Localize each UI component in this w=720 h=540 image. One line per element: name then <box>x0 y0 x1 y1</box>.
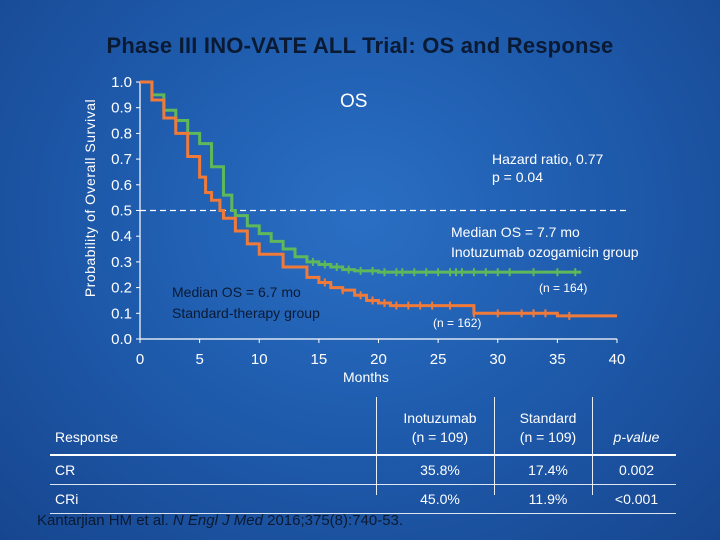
header-standard: Standard (n = 109) <box>499 395 597 455</box>
standard-series <box>140 80 617 320</box>
cell-standard: 17.4% <box>528 462 568 478</box>
median-std-line2: Standard-therapy group <box>172 305 320 321</box>
y-tick-label: 0.5 <box>111 203 132 220</box>
x-tick-label: 40 <box>609 351 626 368</box>
survival-curves <box>140 80 617 320</box>
cell-p-value: <0.001 <box>614 491 659 507</box>
x-axis-title: Months <box>343 369 389 385</box>
cell-p-value: 0.002 <box>618 462 655 478</box>
cell-inotuzumab: 35.8% <box>420 462 460 478</box>
hazard-ratio-text: Hazard ratio, 0.77 <box>492 151 604 167</box>
citation-authors: Kantarjian HM et al. <box>37 512 173 529</box>
header-ino-line2: (n = 109) <box>411 429 469 445</box>
x-tick-label: 35 <box>549 351 566 368</box>
header-inotuzumab: Inotuzumab (n = 109) <box>381 395 499 455</box>
y-tick-label: 0.3 <box>111 254 132 271</box>
standard-curve <box>140 80 617 318</box>
x-tick-label: 10 <box>251 351 268 368</box>
median-experimental-annotation: Median OS = 7.7 mo Inotuzumab ozogamicin… <box>451 222 639 262</box>
x-tick-label: 30 <box>489 351 506 368</box>
header-p-value: p-value <box>597 395 676 455</box>
chart-title-os: OS <box>340 91 368 112</box>
table-header-row: Response Inotuzumab (n = 109) Standard (… <box>50 395 676 455</box>
y-axis-title: Probability of Overall Survival <box>82 98 98 298</box>
table-column-divider <box>494 397 495 495</box>
y-tick-label: 0.2 <box>111 280 132 297</box>
y-tick-label: 0.4 <box>111 228 132 245</box>
citation-details: 2016;375(8):740-53. <box>262 512 404 529</box>
median-exp-line2: Inotuzumab ozogamicin group <box>451 244 639 260</box>
x-tick-label: 5 <box>195 351 203 368</box>
inotuzumab-series <box>140 80 582 277</box>
header-p-value-text: p-value <box>613 429 660 445</box>
y-tick-label: 0.0 <box>111 331 132 348</box>
table-column-divider <box>592 397 593 495</box>
table-row: CR 35.8% 17.4% 0.002 <box>50 455 676 485</box>
x-tick-label: 0 <box>136 351 144 368</box>
inotuzumab-curve <box>140 80 582 274</box>
header-std-line1: Standard <box>519 410 577 426</box>
median-standard-annotation: Median OS = 6.7 mo Standard-therapy grou… <box>172 282 320 324</box>
y-tick-label: 0.6 <box>111 177 132 194</box>
slide-title: Phase III INO-VATE ALL Trial: OS and Res… <box>106 33 614 58</box>
cell-standard: 11.9% <box>528 491 568 507</box>
x-tick-label: 15 <box>311 351 328 368</box>
cell-inotuzumab: 45.0% <box>420 491 460 507</box>
cell-response: CRi <box>55 491 79 507</box>
citation-journal: N Engl J Med <box>172 512 263 529</box>
cell-response: CR <box>55 462 76 478</box>
table-column-divider <box>376 397 377 495</box>
hazard-ratio-annotation: Hazard ratio, 0.77 p = 0.04 <box>492 150 603 186</box>
y-tick-label: 1.0 <box>111 74 132 91</box>
table-row: CRi 45.0% 11.9% <0.001 <box>50 485 676 514</box>
x-tick-label: 20 <box>370 351 387 368</box>
header-response: Response <box>55 429 119 445</box>
median-std-line1: Median OS = 6.7 mo <box>172 284 301 300</box>
n-standard-label: (n = 162) <box>433 316 482 330</box>
header-ino-line1: Inotuzumab <box>403 410 477 426</box>
median-exp-line1: Median OS = 7.7 mo <box>451 224 580 240</box>
response-table: Response Inotuzumab (n = 109) Standard (… <box>50 395 676 514</box>
axes: 0.0 0.1 0.2 0.3 0.4 0.5 0.6 0.7 0.8 0.9 1.0 0 5 10 15 2… <box>111 74 627 368</box>
y-tick-label: 0.9 <box>111 100 132 117</box>
y-tick-label: 0.8 <box>111 125 132 142</box>
header-std-line2: (n = 109) <box>519 429 577 445</box>
y-tick-label: 0.7 <box>111 151 132 168</box>
y-tick-label: 0.1 <box>111 305 132 322</box>
p-value-text: p = 0.04 <box>492 169 543 185</box>
citation: Kantarjian HM et al. N Engl J Med 2016;3… <box>37 512 403 529</box>
x-tick-label: 25 <box>430 351 447 368</box>
n-experimental-label: (n = 164) <box>539 281 588 295</box>
